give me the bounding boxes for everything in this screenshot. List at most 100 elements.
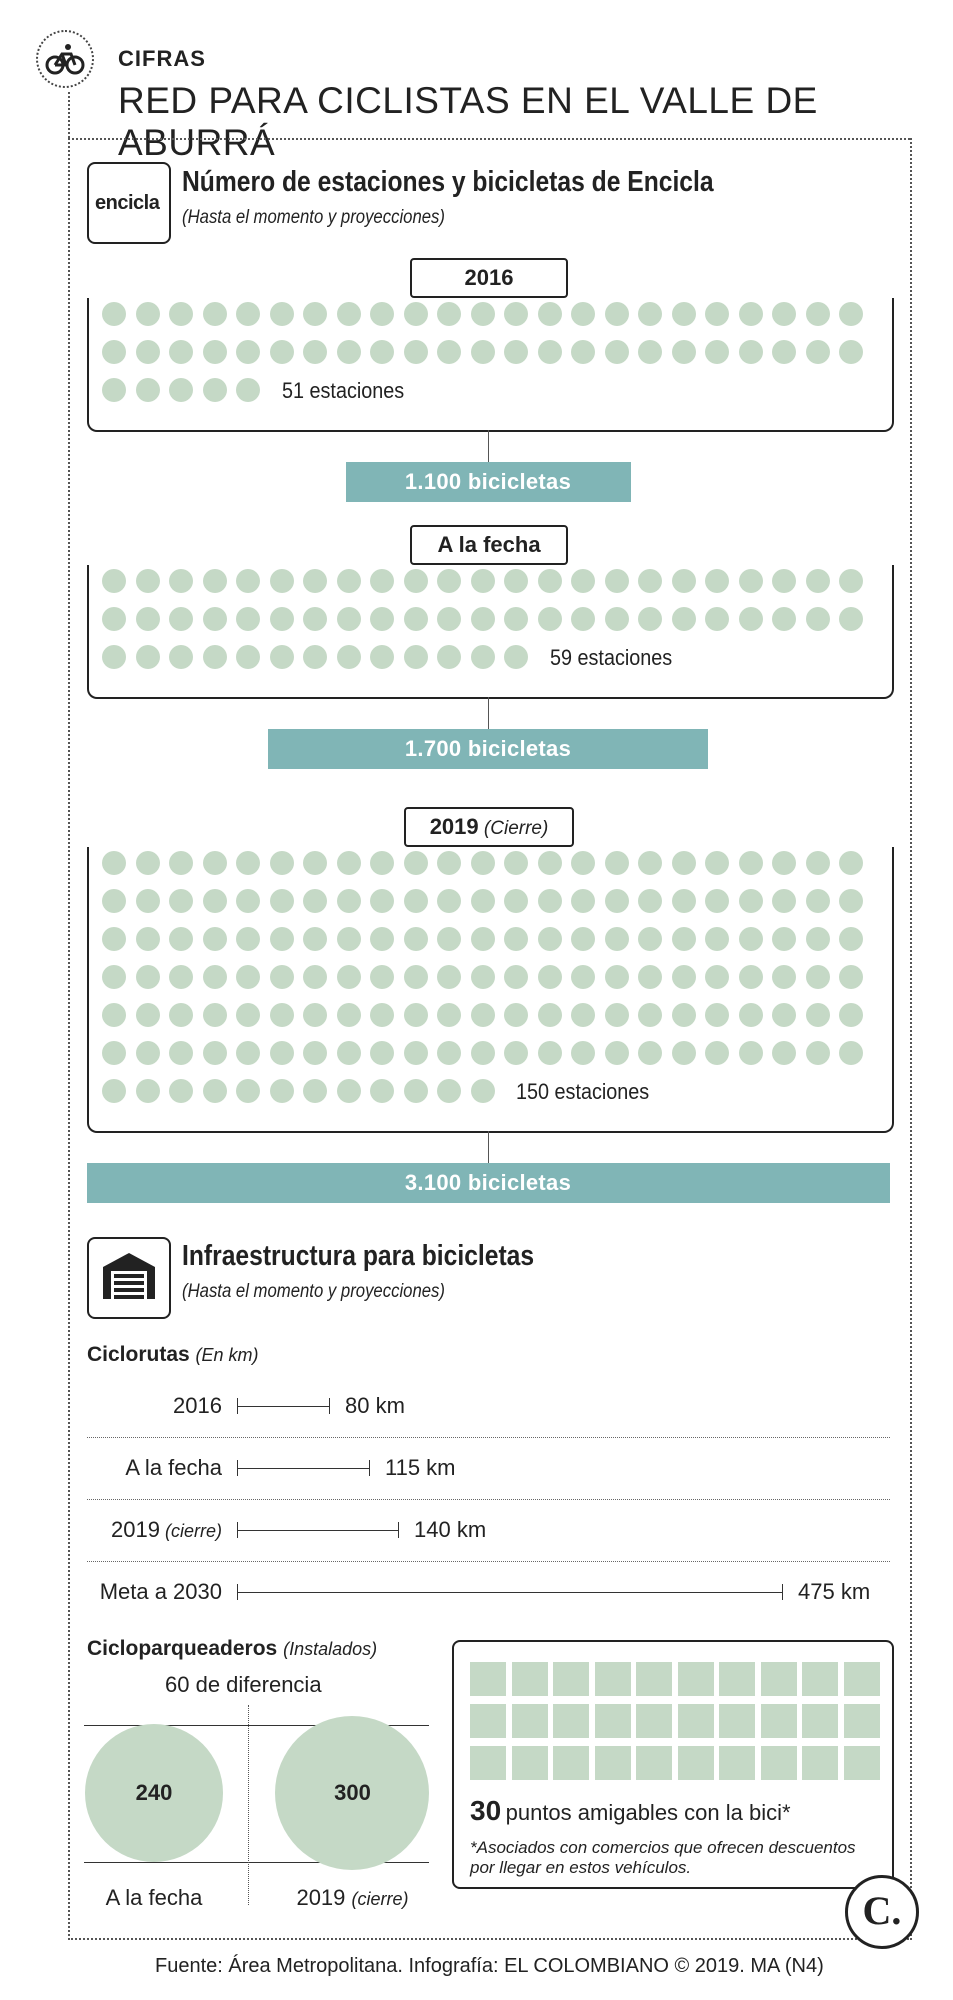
bikes-bar: 3.100 bicicletas	[86, 1163, 890, 1203]
station-dot	[437, 645, 461, 669]
station-dot	[604, 927, 629, 951]
station-dot	[336, 1041, 361, 1065]
friendly-points-note: *Asociados con comercios que ofrecen des…	[470, 1838, 856, 1877]
station-dot	[303, 965, 327, 989]
station-dot	[437, 1041, 461, 1065]
encicla-title: Número de estaciones y bicicletas de Enc…	[182, 166, 714, 198]
friendly-point-square	[594, 1704, 631, 1738]
ciclorutas-heading: Ciclorutas (En km)	[87, 1343, 259, 1367]
station-dot	[202, 1079, 227, 1103]
friendly-point-square	[719, 1746, 755, 1780]
station-dot	[738, 569, 763, 593]
station-dot	[437, 607, 461, 631]
station-dot	[839, 302, 863, 326]
station-dot	[571, 851, 595, 875]
station-dot	[705, 569, 729, 593]
station-dot	[102, 302, 126, 326]
friendly-point-square	[511, 1746, 548, 1780]
station-dot	[236, 378, 260, 402]
station-dot	[504, 851, 528, 875]
station-dot	[336, 1003, 361, 1027]
content-frame	[68, 138, 912, 1940]
station-dot	[504, 340, 528, 364]
station-dot	[671, 889, 696, 913]
cicloruta-value: 115 km	[385, 1455, 456, 1480]
station-dot	[705, 851, 729, 875]
friendly-point-square	[594, 1662, 631, 1696]
bar-connector	[488, 697, 489, 729]
kicker: CIFRAS	[118, 46, 206, 71]
station-dot	[403, 965, 428, 989]
station-dot	[269, 645, 294, 669]
station-dot	[604, 302, 629, 326]
cicloruta-label: Meta a 2030	[100, 1579, 222, 1605]
cicloruta-value: 475 km	[798, 1579, 871, 1604]
station-dot	[269, 889, 294, 913]
station-dot	[604, 1041, 629, 1065]
station-dot	[303, 889, 327, 913]
station-dot	[236, 569, 260, 593]
station-dot	[805, 1041, 830, 1065]
station-dot	[772, 889, 796, 913]
garage-icon	[87, 1237, 171, 1319]
encicla-logo-text: encicla	[95, 192, 160, 214]
station-dot	[102, 889, 126, 913]
station-dot	[437, 1079, 461, 1103]
station-dot	[403, 889, 428, 913]
station-dot	[671, 1041, 696, 1065]
parking-bottom-rule	[84, 1862, 429, 1863]
station-dot	[202, 645, 227, 669]
station-dot	[102, 965, 126, 989]
station-dot	[403, 1003, 428, 1027]
station-dot	[537, 340, 562, 364]
station-dot	[839, 889, 863, 913]
station-dot	[638, 569, 662, 593]
period-panel-0	[87, 298, 894, 432]
friendly-point-square	[470, 1704, 506, 1738]
station-dot	[839, 569, 863, 593]
station-dot	[604, 1003, 629, 1027]
station-dot	[135, 889, 160, 913]
station-dot	[236, 302, 260, 326]
friendly-point-square	[594, 1746, 631, 1780]
infra-title: Infraestructura para bicicletas	[182, 1240, 535, 1272]
station-dot	[336, 1079, 361, 1103]
station-dot	[102, 378, 126, 402]
cicloruta-label-main: A la fecha	[125, 1455, 222, 1480]
station-dot	[403, 1041, 428, 1065]
friendly-point-square	[802, 1662, 838, 1696]
station-dot	[470, 851, 495, 875]
station-dot	[303, 927, 327, 951]
station-dot	[437, 851, 461, 875]
station-dot	[805, 927, 830, 951]
source-credit: Fuente: Área Metropolitana. Infografía: …	[155, 1955, 824, 1977]
station-dot	[437, 340, 461, 364]
bike-logo	[36, 30, 94, 88]
station-dot	[571, 927, 595, 951]
station-dot	[169, 607, 193, 631]
friendly-point-square	[760, 1662, 797, 1696]
cicloruta-line	[237, 1592, 782, 1593]
station-dot	[370, 645, 394, 669]
station-dot	[336, 340, 361, 364]
station-dot	[236, 645, 260, 669]
station-dot	[336, 851, 361, 875]
cicloparqueaderos-heading: Cicloparqueaderos (Instalados)	[87, 1637, 377, 1661]
station-dot	[470, 645, 495, 669]
station-dot	[303, 1003, 327, 1027]
station-dot	[269, 927, 294, 951]
stations-label: 59 estaciones	[549, 645, 672, 670]
station-dot	[805, 340, 830, 364]
station-dot	[705, 965, 729, 989]
station-dot	[772, 927, 796, 951]
cicloruta-label-main: 2016	[173, 1393, 222, 1418]
station-dot	[671, 569, 696, 593]
station-dot	[705, 1003, 729, 1027]
station-dot	[169, 1079, 193, 1103]
friendly-point-square	[719, 1662, 755, 1696]
station-dot	[169, 965, 193, 989]
station-dot	[269, 1003, 294, 1027]
friendly-point-square	[636, 1662, 672, 1696]
station-dot	[470, 302, 495, 326]
station-dot	[638, 927, 662, 951]
